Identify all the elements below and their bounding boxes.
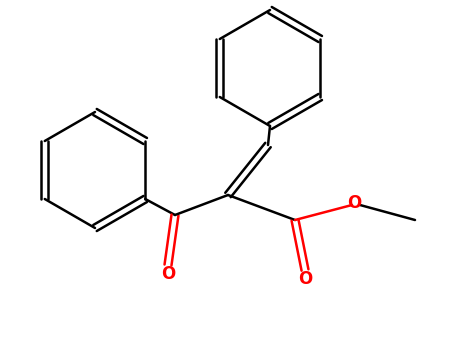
Text: O: O (298, 270, 312, 288)
Text: O: O (161, 265, 175, 283)
Text: O: O (347, 194, 361, 212)
